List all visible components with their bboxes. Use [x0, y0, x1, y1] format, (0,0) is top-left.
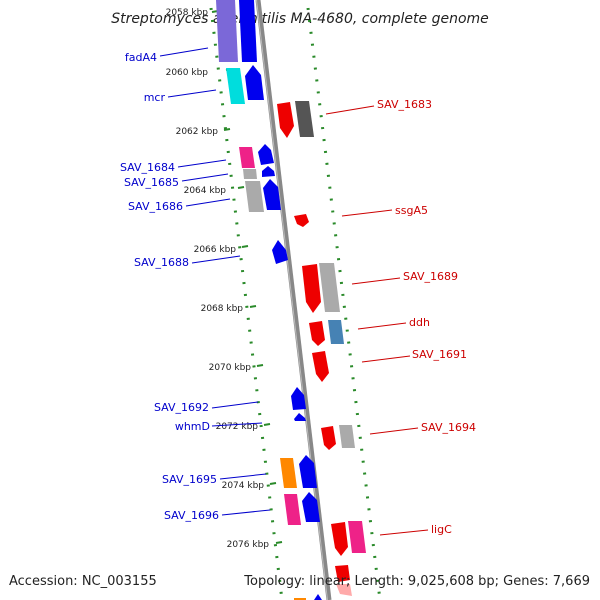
gene-whmD [294, 413, 306, 421]
right-strand-genes [277, 101, 366, 596]
gene-SAV_1688 [272, 240, 288, 264]
gene-SAV_1686 [245, 181, 264, 212]
right-labels [325, 105, 429, 536]
label-SAV_1696[interactable]: SAV_1696 [164, 509, 219, 522]
gene-SAV_1695 [280, 458, 297, 488]
label-ssgA5[interactable]: ssgA5 [395, 204, 428, 217]
label-ddh[interactable]: ddh [409, 316, 430, 329]
gene-SAV_1689 [319, 263, 340, 312]
tick-label-2060: 2060 kbp [166, 68, 209, 78]
scale-ticks [211, 10, 283, 544]
gene-ligC-arrow [331, 522, 348, 556]
tick-label-2072: 2072 kbp [216, 422, 259, 432]
gene-SAV_1683-arrow [277, 102, 294, 138]
gene-ssgA5 [294, 214, 309, 227]
gene-SAV_1683 [295, 101, 314, 137]
tick-label-2066: 2066 kbp [194, 245, 237, 255]
label-SAV_1689[interactable]: SAV_1689 [403, 270, 458, 283]
gene-SAV_1696-arrow [302, 492, 320, 522]
label-SAV_1684[interactable]: SAV_1684 [120, 161, 175, 174]
gene-bottom-red [335, 565, 350, 582]
label-SAV_1685[interactable]: SAV_1685 [124, 176, 179, 189]
map-title: Streptomyces avermitilis MA-4680, comple… [111, 11, 489, 27]
left-strand-genes [216, 0, 322, 600]
gene-SAV_1685-arrow [262, 166, 275, 177]
gene-SAV_1684 [239, 147, 255, 168]
left-labels [159, 47, 271, 516]
label-SAV_1686[interactable]: SAV_1686 [128, 200, 183, 213]
accession-text: Accession: NC_003155 [9, 574, 157, 589]
genome-backbone [255, 0, 332, 600]
gene-SAV_1685 [243, 169, 257, 179]
gene-ligC [348, 521, 366, 553]
gene-SAV_1694-arrow [321, 426, 336, 450]
label-SAV_1694[interactable]: SAV_1694 [421, 421, 476, 434]
gene-SAV_1696 [284, 494, 301, 525]
gene-ddh-arrow [309, 321, 325, 346]
tick-label-2064: 2064 kbp [184, 186, 227, 196]
gene-bottom-pink [336, 584, 352, 596]
label-SAV_1691[interactable]: SAV_1691 [412, 348, 467, 361]
gene-SAV_1686-arrow [263, 179, 281, 210]
label-SAV_1695[interactable]: SAV_1695 [162, 473, 217, 486]
gene-SAV_1694 [339, 425, 355, 448]
gene-ddh [328, 320, 344, 344]
gene-SAV_1695-arrow [299, 455, 317, 488]
gene-mcr-arrow [245, 65, 264, 100]
label-fadA4[interactable]: fadA4 [125, 51, 157, 64]
label-SAV_1688[interactable]: SAV_1688 [134, 256, 189, 269]
gene-SAV_1684-arrow [258, 144, 274, 165]
label-whmD[interactable]: whmD [175, 420, 210, 433]
genome-stats-text: Topology: linear; Length: 9,025,608 bp; … [244, 574, 590, 589]
tick-label-2076: 2076 kbp [227, 540, 270, 550]
gene-block-blue-1 [239, 0, 257, 62]
tick-label-2062: 2062 kbp [176, 127, 219, 137]
tick-label-2074: 2074 kbp [222, 481, 265, 491]
tick-label-2058: 2058 kbp [166, 8, 209, 18]
gene-SAV_1691 [312, 351, 329, 382]
gene-mcr-block [226, 68, 245, 104]
gene-SAV_1689-arrow [302, 264, 321, 313]
tick-label-2068: 2068 kbp [201, 304, 244, 314]
gene-bottom-blue [314, 594, 322, 600]
label-SAV_1692[interactable]: SAV_1692 [154, 401, 209, 414]
tick-label-2070: 2070 kbp [209, 363, 252, 373]
gene-SAV_1692 [291, 387, 306, 410]
label-SAV_1683[interactable]: SAV_1683 [377, 98, 432, 111]
label-ligC[interactable]: ligC [431, 523, 452, 536]
label-mcr[interactable]: mcr [144, 91, 166, 104]
gene-fadA4-block [216, 0, 238, 62]
